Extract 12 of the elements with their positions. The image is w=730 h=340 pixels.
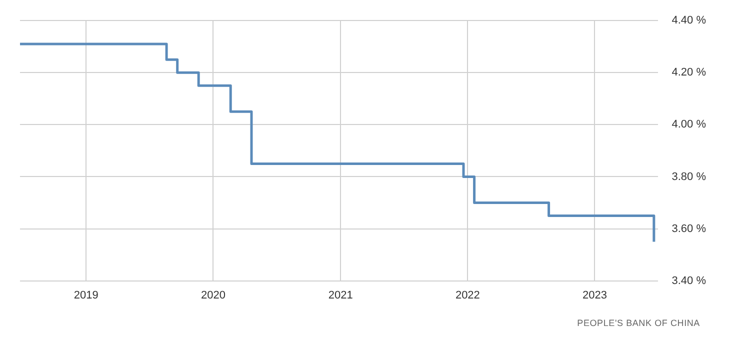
y-tick-label: 4.00 % bbox=[672, 118, 706, 131]
text: PEOPLE'S BANK OF CHINA bbox=[577, 318, 700, 328]
x-tick-label: 2019 bbox=[74, 289, 98, 302]
y-tick-label: 3.60 % bbox=[672, 222, 706, 235]
x-tick-label: 2020 bbox=[200, 289, 226, 302]
x-tick-label: 2022 bbox=[455, 289, 480, 302]
y-tick-label: 3.40 % bbox=[672, 274, 706, 287]
x-tick-label: 2023 bbox=[582, 289, 607, 302]
y-tick-label: 3.80 % bbox=[672, 170, 706, 183]
x-tick-label: 2021 bbox=[328, 289, 353, 302]
y-tick-label: 4.40 % bbox=[672, 14, 706, 27]
y-tick-label: 4.20 % bbox=[672, 66, 706, 79]
